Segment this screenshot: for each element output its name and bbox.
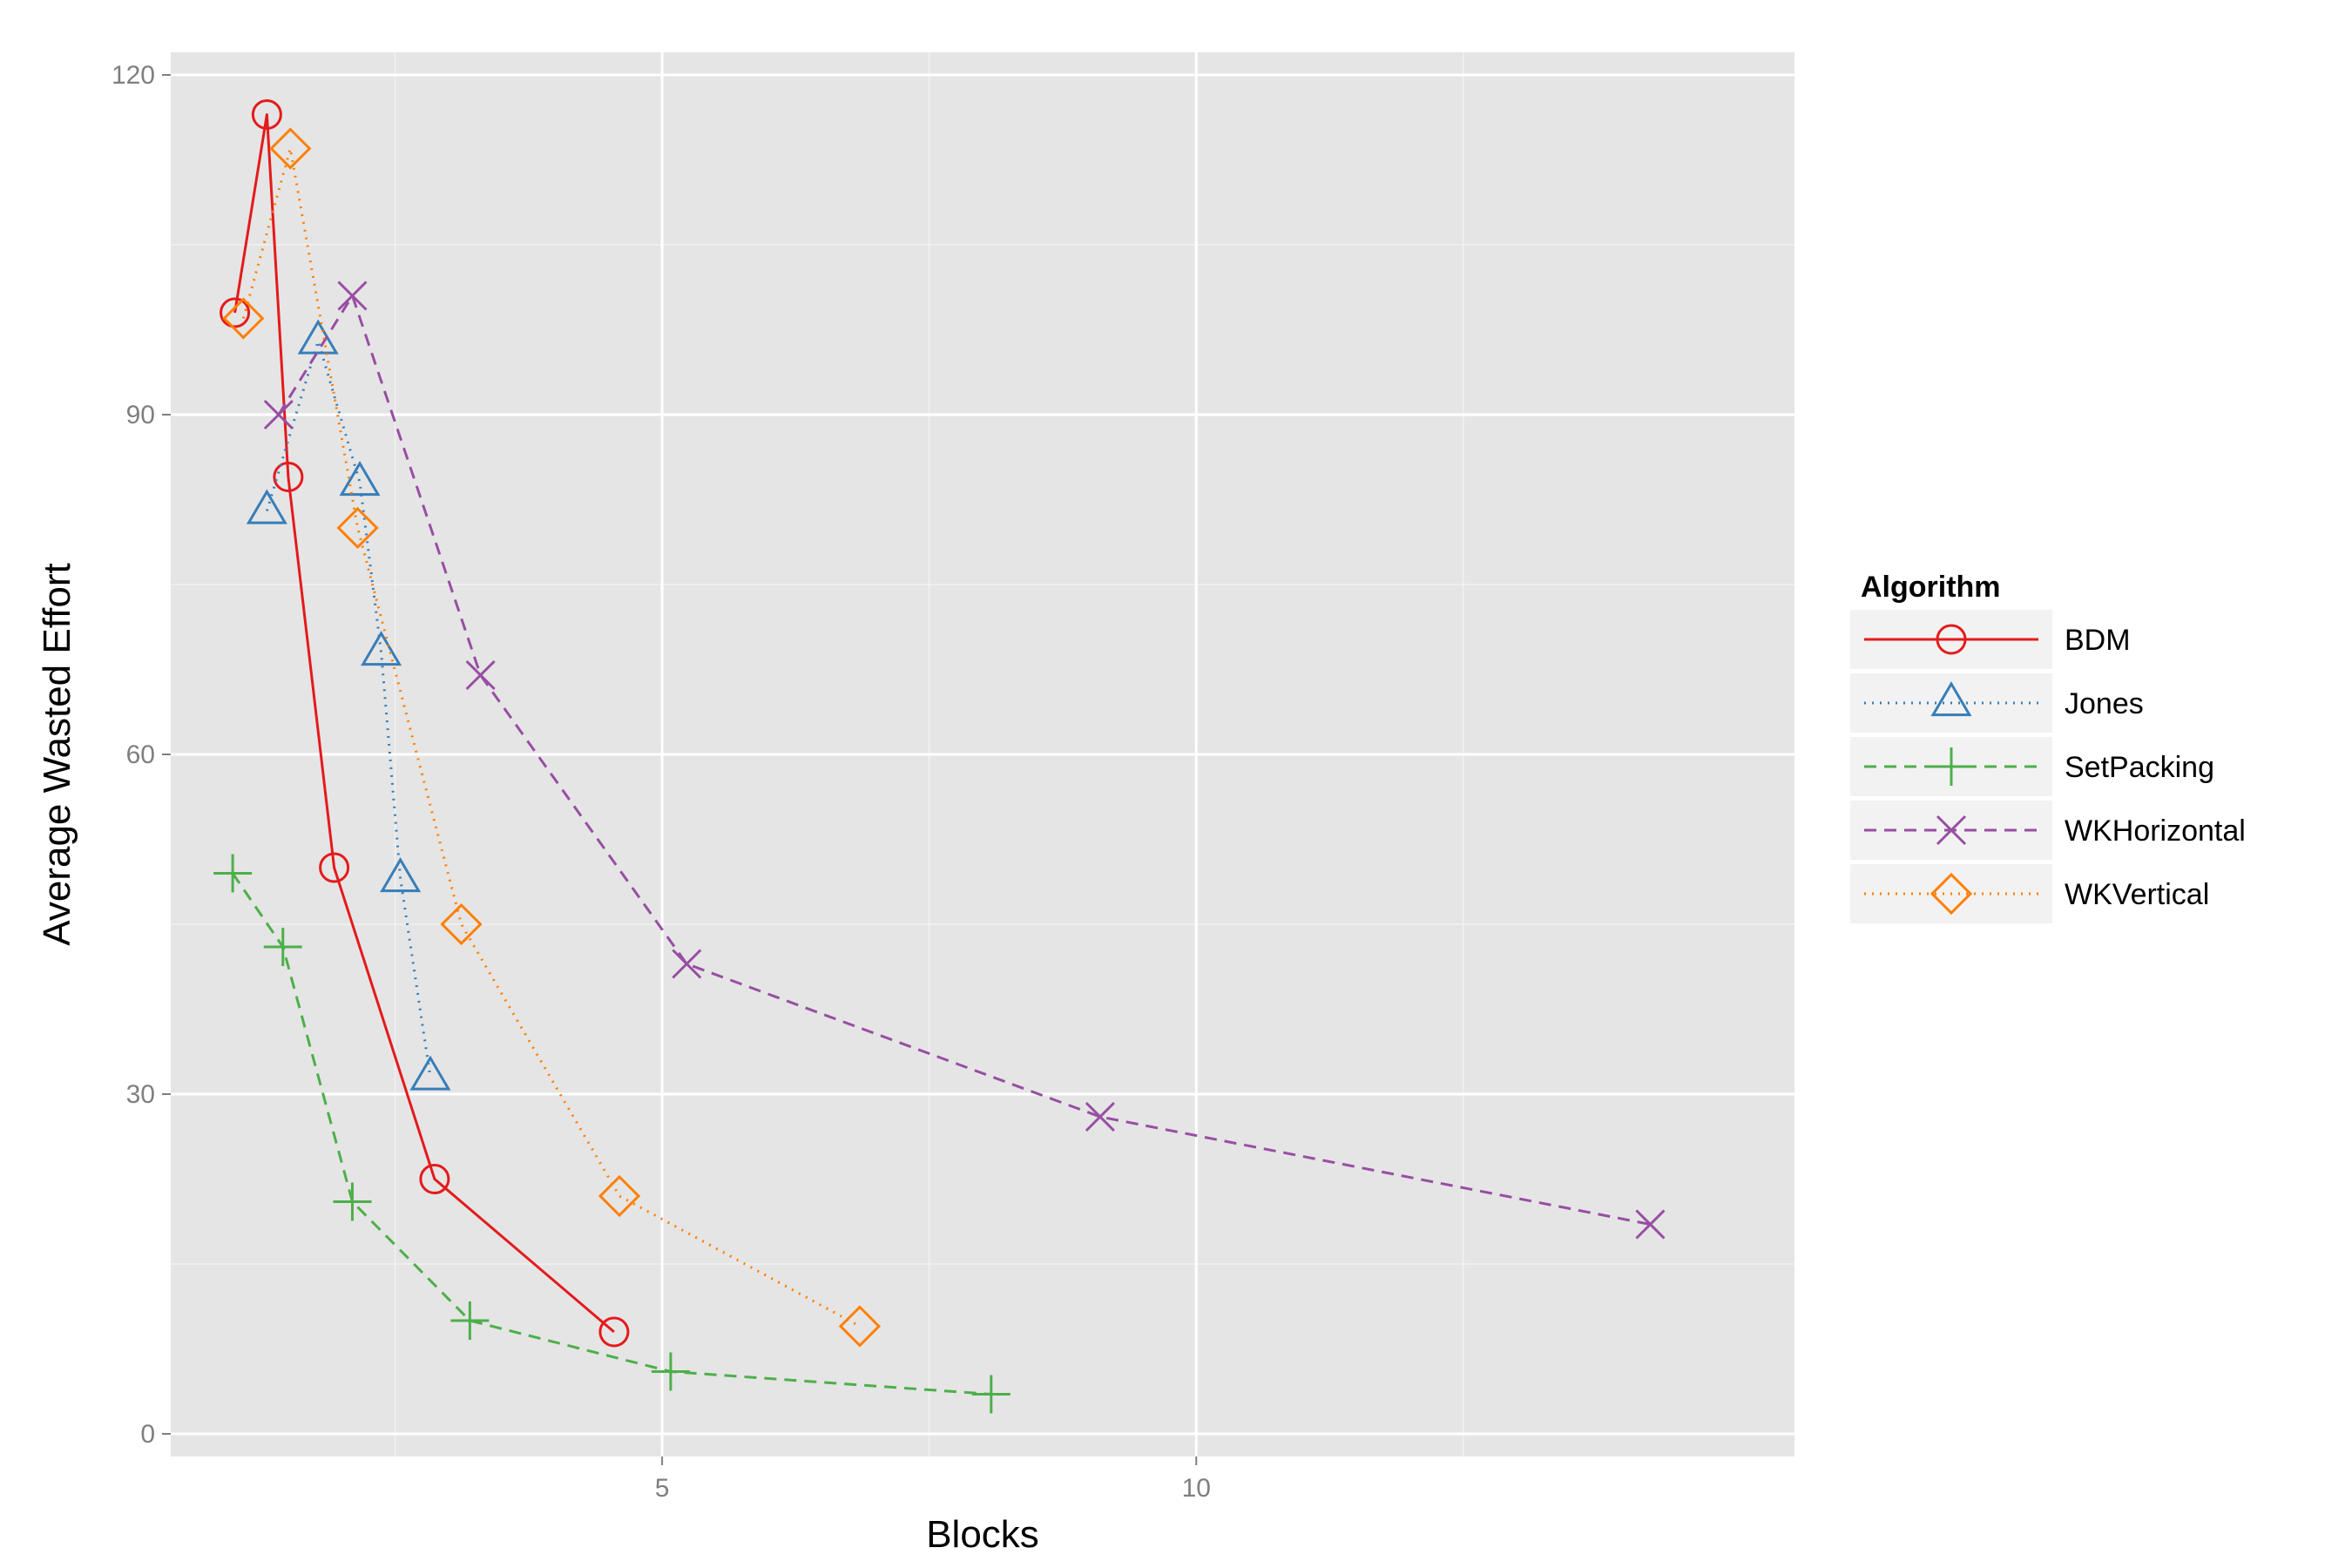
x-tick-label: 5 bbox=[655, 1474, 670, 1503]
y-tick-label: 90 bbox=[126, 401, 155, 429]
y-tick-label: 120 bbox=[112, 61, 155, 90]
legend-label-bdm: BDM bbox=[2065, 624, 2131, 657]
data-point-bdm bbox=[273, 462, 304, 492]
data-point-wkvertical bbox=[838, 1305, 882, 1348]
legend-item-jones: Jones bbox=[1850, 673, 2144, 733]
series-wkvertical bbox=[222, 127, 882, 1348]
legend-label-wkhorizontal: WKHorizontal bbox=[2065, 814, 2246, 848]
data-point-setpacking bbox=[450, 1301, 490, 1340]
data-point-jones bbox=[380, 857, 422, 893]
data-point-wkhorizontal bbox=[1635, 1209, 1666, 1240]
legend-label-wkvertical: WKVertical bbox=[2065, 878, 2209, 911]
series-bdm bbox=[220, 99, 630, 1348]
data-point-bdm bbox=[419, 1164, 450, 1194]
legend-item-wkhorizontal: WKHorizontal bbox=[1850, 801, 2246, 860]
x-axis: 5 10 bbox=[655, 1456, 1211, 1503]
series-line-wkhorizontal bbox=[277, 294, 1651, 1226]
x-axis-title: Blocks bbox=[926, 1513, 1039, 1556]
data-point-wkvertical bbox=[222, 297, 265, 340]
y-tick-label: 30 bbox=[126, 1080, 155, 1109]
series-setpacking bbox=[213, 854, 1010, 1414]
data-point-bdm bbox=[598, 1316, 630, 1348]
data-point-bdm bbox=[220, 297, 251, 328]
data-point-wkvertical bbox=[598, 1174, 641, 1218]
x-tick-label: 10 bbox=[1182, 1474, 1211, 1503]
legend-label-setpacking: SetPacking bbox=[2065, 751, 2214, 784]
legend-symbol-bdm bbox=[1936, 624, 1967, 655]
legend-item-wkvertical: WKVertical bbox=[1850, 864, 2209, 923]
legend-symbol-setpacking bbox=[1932, 747, 1970, 786]
y-axis-title: Average Wasted Effort bbox=[36, 563, 78, 945]
y-tick-label: 60 bbox=[126, 740, 155, 769]
data-point-wkhorizontal bbox=[1085, 1101, 1115, 1132]
legend-item-bdm: BDM bbox=[1850, 610, 2131, 669]
data-point-jones bbox=[339, 461, 381, 497]
data-point-wkvertical bbox=[336, 506, 379, 550]
legend-symbol-wkhorizontal bbox=[1936, 814, 1967, 846]
data-point-jones bbox=[409, 1055, 451, 1091]
legend-label-jones: Jones bbox=[2065, 687, 2144, 720]
legend: Algorithm BDM Jones SetPacking WKHorizontal… bbox=[1850, 571, 2246, 923]
legend-symbol-jones bbox=[1930, 681, 1972, 717]
y-tick-label: 0 bbox=[140, 1420, 155, 1449]
grid-major bbox=[171, 52, 1794, 1456]
data-point-jones bbox=[246, 489, 287, 524]
data-point-wkhorizontal bbox=[465, 659, 496, 691]
y-axis: 0 30 60 90 120 bbox=[112, 61, 171, 1449]
data-point-bdm bbox=[319, 852, 350, 883]
legend-item-setpacking: SetPacking bbox=[1850, 737, 2214, 796]
legend-title: Algorithm bbox=[1861, 571, 2001, 604]
data-point-setpacking bbox=[263, 928, 302, 966]
data-point-jones bbox=[361, 631, 402, 666]
data-point-setpacking bbox=[333, 1182, 372, 1221]
data-point-wkhorizontal bbox=[672, 949, 702, 979]
series-line-bdm bbox=[233, 113, 615, 1334]
data-point-setpacking bbox=[213, 854, 253, 893]
series-wkhorizontal bbox=[263, 280, 1666, 1240]
data-point-wkvertical bbox=[269, 127, 312, 170]
data-point-bdm bbox=[251, 99, 282, 130]
data-point-setpacking bbox=[651, 1352, 690, 1391]
data-point-wkhorizontal bbox=[263, 399, 294, 430]
legend-symbol-wkvertical bbox=[1930, 872, 1973, 916]
series-jones bbox=[246, 319, 451, 1091]
data-point-setpacking bbox=[971, 1375, 1010, 1414]
series-layer bbox=[213, 99, 1666, 1414]
data-point-wkvertical bbox=[440, 902, 483, 946]
data-point-wkhorizontal bbox=[337, 280, 368, 311]
